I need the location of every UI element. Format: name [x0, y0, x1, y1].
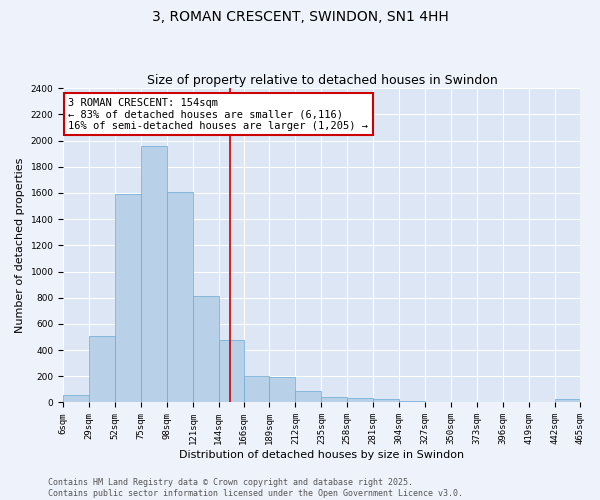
Bar: [295, 390, 322, 402]
Bar: [219, 340, 244, 402]
Bar: [89, 336, 115, 402]
Bar: [63, 396, 89, 402]
Bar: [373, 399, 399, 402]
Bar: [167, 192, 193, 402]
Text: Contains HM Land Registry data © Crown copyright and database right 2025.
Contai: Contains HM Land Registry data © Crown c…: [48, 478, 463, 498]
Bar: [141, 146, 167, 403]
Bar: [322, 396, 347, 402]
Bar: [347, 398, 373, 402]
Bar: [193, 296, 219, 403]
Bar: [244, 376, 269, 402]
Bar: [269, 377, 295, 402]
Bar: [115, 194, 141, 402]
X-axis label: Distribution of detached houses by size in Swindon: Distribution of detached houses by size …: [179, 450, 464, 460]
Title: Size of property relative to detached houses in Swindon: Size of property relative to detached ho…: [146, 74, 497, 87]
Y-axis label: Number of detached properties: Number of detached properties: [15, 158, 25, 333]
Bar: [399, 400, 425, 402]
Text: 3, ROMAN CRESCENT, SWINDON, SN1 4HH: 3, ROMAN CRESCENT, SWINDON, SN1 4HH: [152, 10, 448, 24]
Text: 3 ROMAN CRESCENT: 154sqm
← 83% of detached houses are smaller (6,116)
16% of sem: 3 ROMAN CRESCENT: 154sqm ← 83% of detach…: [68, 98, 368, 131]
Bar: [554, 399, 581, 402]
